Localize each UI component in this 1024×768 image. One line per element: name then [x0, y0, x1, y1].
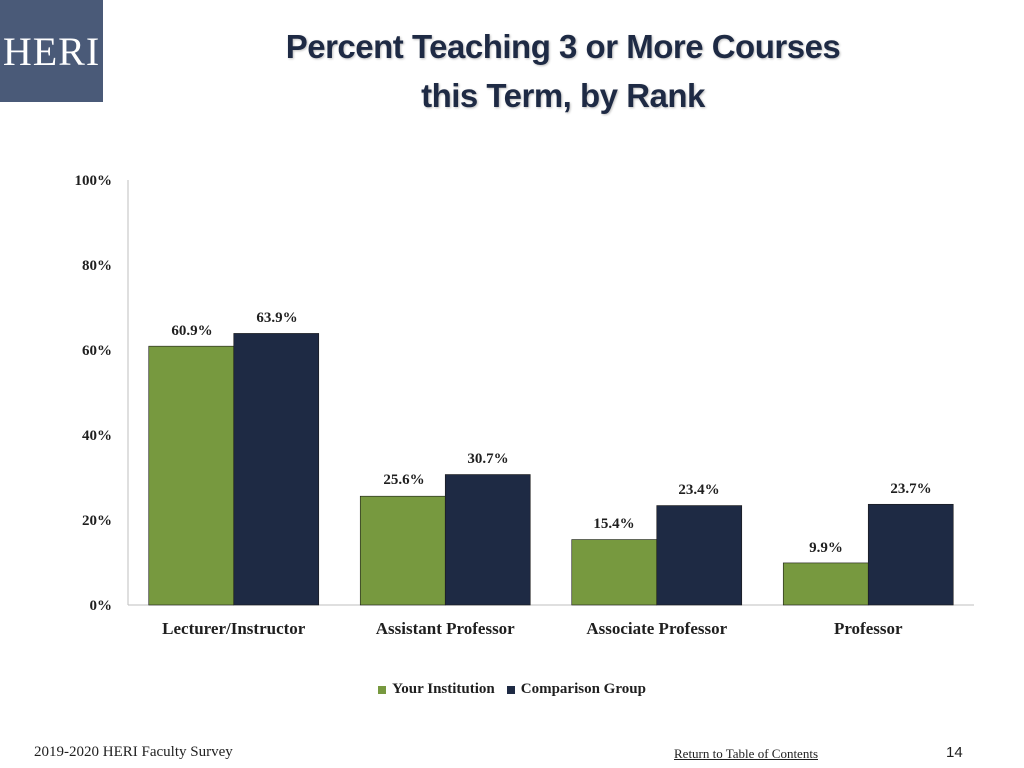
bar [233, 333, 320, 606]
bar [359, 495, 446, 606]
y-tick-label: 40% [82, 428, 112, 444]
legend-item-your-institution: Your Institution [378, 681, 495, 698]
data-label: 60.9% [171, 323, 212, 339]
legend-label-your-institution: Your Institution [392, 681, 495, 697]
page-number: 14 [946, 744, 963, 761]
return-to-toc-link[interactable]: Return to Table of Contents [674, 746, 818, 761]
data-label: 63.9% [256, 310, 297, 326]
data-label: 23.7% [890, 481, 931, 497]
heri-logo: HERI [0, 0, 103, 102]
y-tick-label: 0% [90, 598, 113, 614]
y-tick-label: 60% [82, 343, 112, 359]
data-label: 30.7% [467, 451, 508, 467]
x-tick-label: Associate Professor [586, 619, 727, 638]
bar [656, 505, 743, 606]
bar [571, 539, 658, 606]
chart-title-line-2: this Term, by Rank [421, 77, 705, 114]
x-tick-label: Lecturer/Instructor [162, 619, 306, 638]
y-tick-label: 20% [82, 513, 112, 529]
data-label: 9.9% [809, 540, 843, 556]
legend: Your Institution Comparison Group [0, 681, 1024, 698]
bar [148, 345, 235, 606]
footer-survey-name: 2019-2020 HERI Faculty Survey [34, 744, 233, 760]
legend-swatch-your-institution [378, 685, 387, 694]
y-tick-label: 80% [82, 258, 112, 274]
legend-swatch-comparison-group [506, 685, 515, 694]
chart-title-line-1: Percent Teaching 3 or More Courses [285, 28, 841, 65]
legend-label-comparison-group: Comparison Group [520, 681, 646, 697]
x-tick-label: Assistant Professor [376, 619, 515, 638]
bar [782, 562, 869, 606]
bar [867, 503, 954, 606]
data-label: 23.4% [678, 482, 719, 498]
data-label: 15.4% [593, 516, 634, 532]
data-label: 25.6% [383, 472, 424, 488]
bar [444, 474, 531, 606]
legend-item-comparison-group: Comparison Group [506, 681, 646, 698]
y-tick-label: 100% [75, 173, 113, 189]
logo-text: HERI [2, 28, 101, 74]
x-tick-label: Professor [834, 619, 903, 638]
